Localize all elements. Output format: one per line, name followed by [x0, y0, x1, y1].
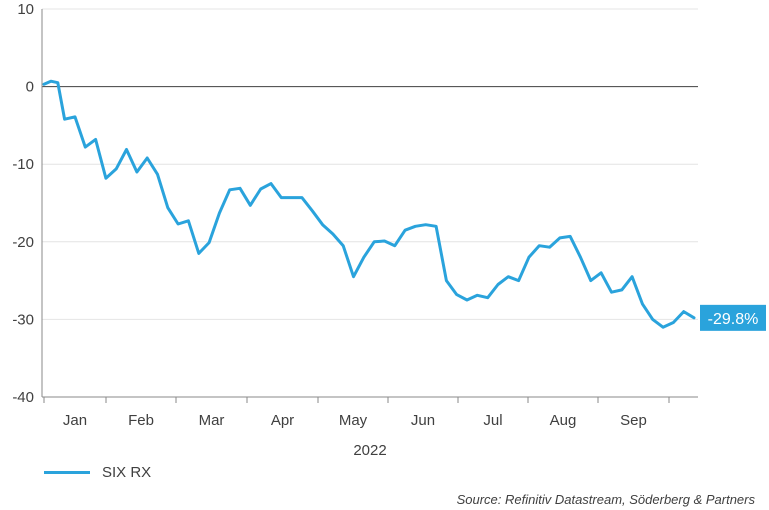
- end-label-text: -29.8%: [708, 311, 759, 328]
- end-value-label: -29.8%: [700, 304, 766, 331]
- y-axis: 10 0 -10 -20 -30 -40: [12, 1, 34, 406]
- x-tick-label: Sep: [620, 412, 647, 429]
- x-axis-title: 2022: [353, 442, 386, 459]
- source-note: Source: Refinitiv Datastream, Söderberg …: [456, 492, 755, 507]
- y-tick-label: 0: [26, 79, 34, 96]
- x-tick-label: Mar: [199, 412, 225, 429]
- x-tick-label: Feb: [128, 412, 154, 429]
- end-label-box: [700, 304, 766, 331]
- y-tick-label: -10: [12, 156, 34, 173]
- series-layer: [42, 79, 696, 329]
- x-tick-label: Aug: [550, 412, 577, 429]
- legend-swatch-six-rx: [44, 471, 90, 474]
- x-tick-label: Jul: [483, 412, 502, 429]
- x-tick-label: May: [339, 412, 368, 429]
- y-tick-label: -20: [12, 234, 34, 251]
- y-tick-label: -30: [12, 311, 34, 328]
- x-axis: Jan Feb Mar Apr May Jun Jul Aug Sep: [41, 9, 698, 429]
- series-line-six-rx: [42, 79, 696, 329]
- x-tick-label: Apr: [271, 412, 294, 429]
- legend-label-six-rx: SIX RX: [102, 464, 152, 481]
- y-tick-label: -40: [12, 389, 34, 406]
- y-tick-label: 10: [17, 1, 34, 18]
- legend: SIX RX: [44, 464, 151, 481]
- x-tick-label: Jan: [63, 412, 87, 429]
- x-tick-label: Jun: [411, 412, 435, 429]
